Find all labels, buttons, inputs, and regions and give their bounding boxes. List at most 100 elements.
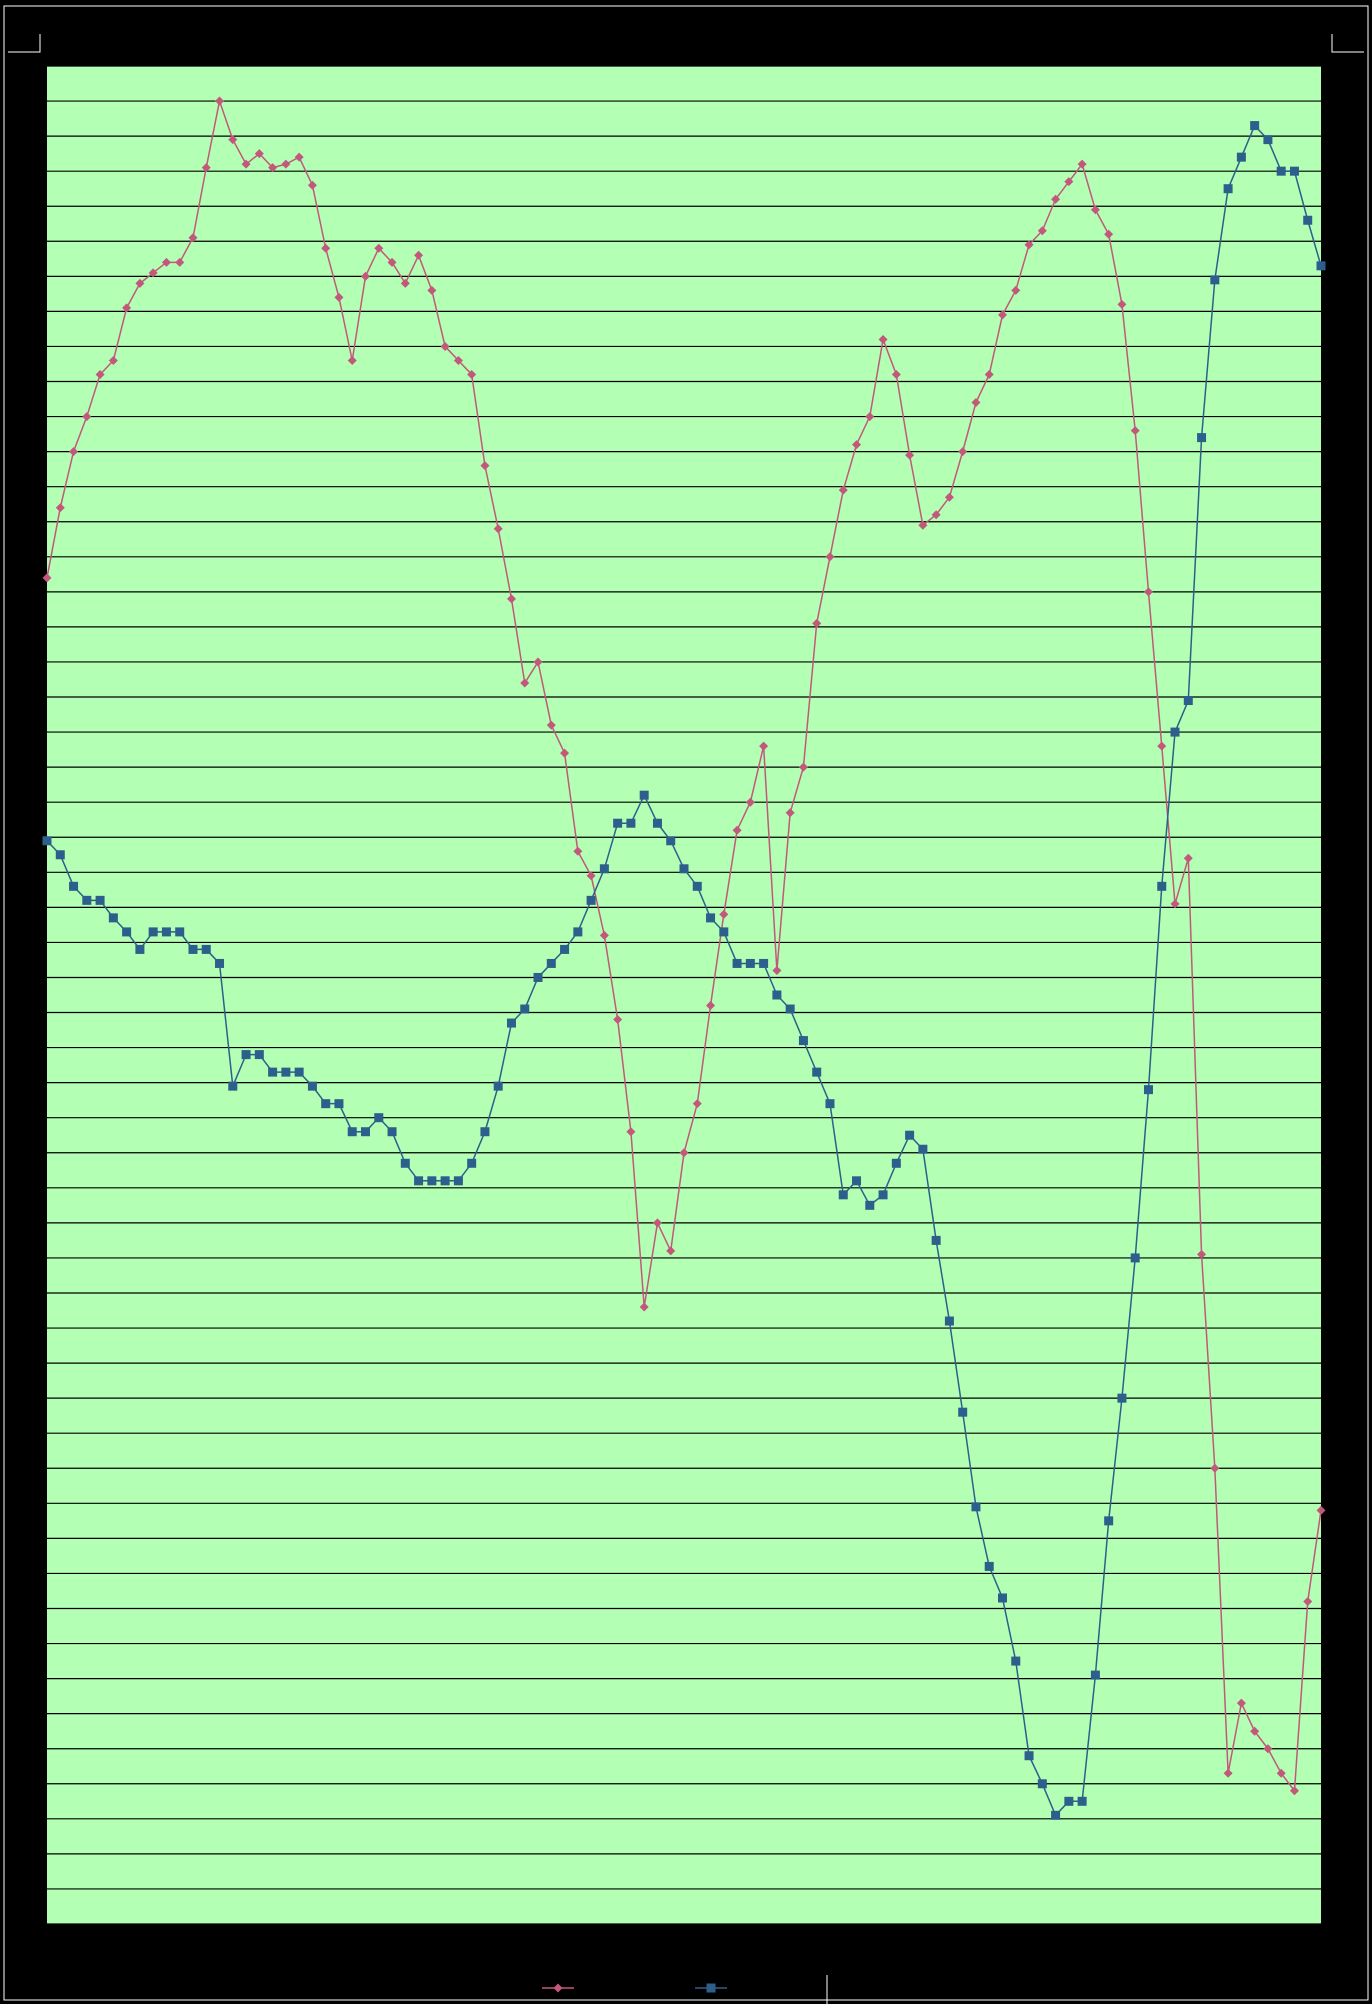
data-point xyxy=(692,1099,702,1109)
data-point xyxy=(347,355,357,365)
data-point xyxy=(361,1127,370,1137)
data-point xyxy=(228,135,238,145)
data-point xyxy=(944,492,954,502)
data-point xyxy=(732,958,742,968)
corner-mark xyxy=(1331,34,1364,53)
data-point xyxy=(374,243,384,253)
data-point xyxy=(984,1561,994,1571)
data-point xyxy=(321,1099,331,1109)
data-point xyxy=(467,1158,477,1168)
data-point xyxy=(1104,1516,1114,1526)
data-point xyxy=(560,748,570,758)
data-point xyxy=(586,895,596,905)
data-point xyxy=(692,881,702,891)
data-point xyxy=(400,278,410,288)
data-point xyxy=(42,573,52,583)
data-point xyxy=(1130,426,1140,436)
data-point xyxy=(55,850,65,860)
data-point xyxy=(1090,1670,1100,1680)
data-point xyxy=(493,1081,503,1091)
data-point xyxy=(1051,194,1061,204)
data-point xyxy=(560,944,570,954)
data-point xyxy=(175,257,185,267)
data-point xyxy=(307,1081,317,1091)
data-point xyxy=(1223,184,1233,194)
data-point xyxy=(1170,899,1180,909)
data-point xyxy=(798,1036,808,1046)
data-point xyxy=(573,927,583,937)
data-point xyxy=(241,1050,251,1060)
data-point xyxy=(1130,1253,1140,1263)
data-point xyxy=(931,1235,941,1245)
data-point xyxy=(480,1127,490,1137)
data-point xyxy=(891,369,901,379)
data-point xyxy=(387,257,397,267)
data-point xyxy=(520,1004,530,1014)
data-point xyxy=(878,1190,888,1200)
data-point xyxy=(108,355,118,365)
data-point xyxy=(732,825,742,835)
legend xyxy=(542,1983,727,1993)
data-point xyxy=(268,1067,278,1077)
data-point xyxy=(215,958,225,968)
data-point xyxy=(958,447,968,457)
data-point xyxy=(533,657,543,667)
data-point xyxy=(586,871,596,881)
data-point xyxy=(759,741,769,751)
data-point xyxy=(679,864,689,874)
data-point xyxy=(971,398,981,408)
data-point xyxy=(1316,261,1326,271)
data-point xyxy=(1289,1786,1299,1796)
data-point xyxy=(573,846,583,856)
data-point xyxy=(254,1050,264,1060)
data-point xyxy=(175,927,185,937)
data-point xyxy=(1024,240,1034,250)
data-point xyxy=(69,881,79,891)
data-point xyxy=(1236,152,1246,162)
data-point xyxy=(1210,275,1220,285)
data-point xyxy=(440,1176,450,1186)
data-point xyxy=(825,552,835,562)
data-point xyxy=(374,1113,384,1123)
data-point xyxy=(1024,1751,1034,1761)
data-point xyxy=(427,285,437,295)
data-point xyxy=(135,944,145,954)
data-point xyxy=(772,965,782,975)
data-point xyxy=(825,1099,835,1109)
data-point xyxy=(453,1176,463,1186)
data-point xyxy=(1037,226,1047,236)
data-point xyxy=(785,808,795,818)
data-point xyxy=(905,450,915,460)
data-point xyxy=(852,440,862,450)
data-point xyxy=(1157,741,1167,751)
data-point xyxy=(427,1176,437,1186)
data-point xyxy=(971,1502,981,1512)
data-point xyxy=(1143,1085,1153,1095)
data-point xyxy=(1276,166,1286,176)
data-point xyxy=(944,1316,954,1326)
data-point xyxy=(931,510,941,520)
data-point xyxy=(414,1176,424,1186)
data-point xyxy=(546,720,556,730)
data-point xyxy=(706,1001,716,1011)
data-point xyxy=(440,341,450,351)
data-point xyxy=(334,292,344,302)
data-point xyxy=(798,762,808,772)
data-point xyxy=(1263,135,1273,145)
data-point xyxy=(745,797,755,807)
data-point xyxy=(1143,587,1153,597)
data-point xyxy=(891,1158,901,1168)
data-point xyxy=(42,836,52,846)
data-point xyxy=(1210,1463,1220,1473)
data-point xyxy=(294,152,304,162)
data-point xyxy=(122,927,132,937)
data-point xyxy=(281,159,291,169)
data-point xyxy=(480,461,490,471)
data-point xyxy=(812,1067,822,1077)
data-point xyxy=(347,1127,357,1137)
data-point xyxy=(387,1127,397,1137)
data-point xyxy=(1011,1656,1021,1666)
data-point xyxy=(1077,159,1087,169)
plot-area xyxy=(42,65,1326,1925)
